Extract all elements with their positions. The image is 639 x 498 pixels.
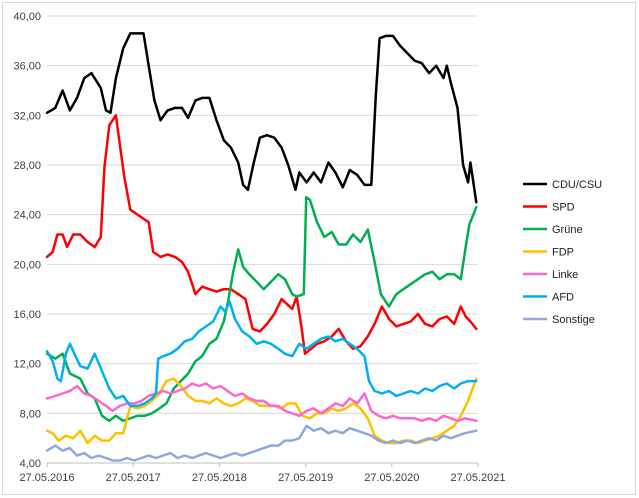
- series-line-linke: [45, 382, 478, 423]
- y-tick-label: 8,00: [20, 408, 41, 420]
- axes: 4,00 8,00 12,00 16,00 20,00 24,00 28,00 32,00 36…: [13, 11, 505, 484]
- legend-label: AFD: [552, 292, 574, 304]
- y-tick-label: 4,00: [20, 458, 41, 470]
- y-tick-label: 32,00: [13, 110, 41, 122]
- x-tick-label: 27.05.2018: [192, 472, 247, 484]
- legend-label: Linke: [552, 269, 578, 281]
- x-tick-label: 27.05.2019: [278, 472, 333, 484]
- legend-label: Grüne: [552, 224, 583, 236]
- legend: CDU/CSU SPD Grüne FDP Linke AFD Sonstige: [523, 179, 602, 326]
- series-line-gr-ne: [45, 196, 478, 423]
- legend-label: SPD: [552, 202, 575, 214]
- legend-label: CDU/CSU: [552, 179, 602, 191]
- legend-label: Sonstige: [552, 314, 595, 326]
- y-tick-label: 12,00: [13, 359, 41, 371]
- x-tick-label: 27.05.2017: [106, 472, 161, 484]
- series-line-cdu-csu: [45, 32, 478, 204]
- y-tick-label: 28,00: [13, 160, 41, 172]
- y-tick-label: 24,00: [13, 210, 41, 222]
- y-tick-label: 20,00: [13, 259, 41, 271]
- y-tick-label: 40,00: [13, 11, 41, 23]
- x-tick-label: 27.05.2016: [19, 472, 74, 484]
- y-tick-label: 36,00: [13, 61, 41, 73]
- series-line-sonstige: [45, 424, 478, 462]
- series-line-afd: [45, 300, 478, 408]
- series-lines: [45, 32, 478, 462]
- x-tick-label: 27.05.2021: [450, 472, 505, 484]
- gridlines: [47, 15, 478, 464]
- series-line-fdp: [45, 377, 478, 445]
- y-tick-label: 16,00: [13, 309, 41, 321]
- legend-label: FDP: [552, 247, 574, 259]
- series-line-spd: [45, 114, 478, 355]
- x-tick-label: 27.05.2020: [364, 472, 419, 484]
